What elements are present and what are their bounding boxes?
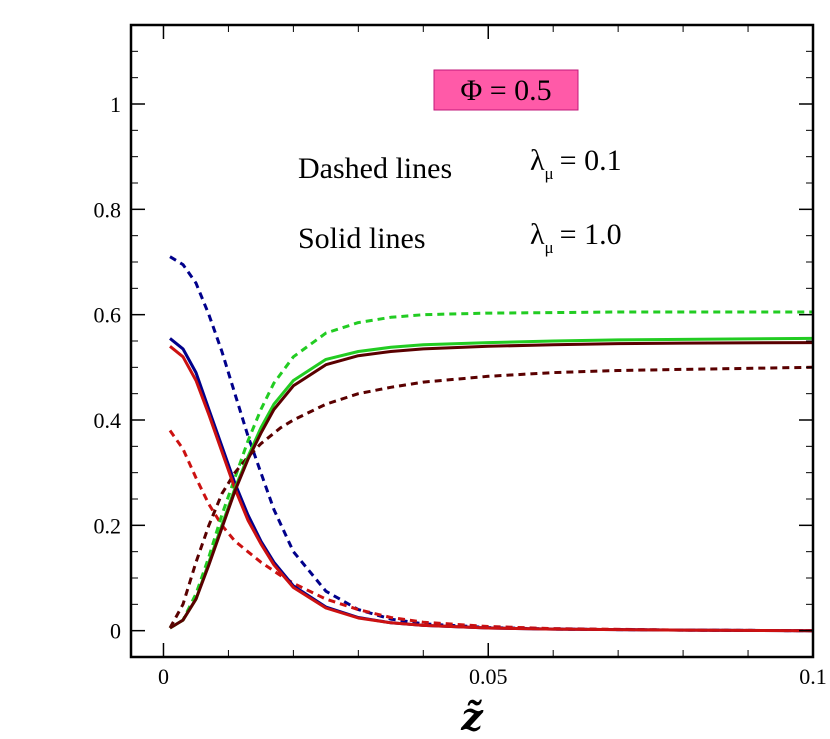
phi-box bbox=[433, 69, 579, 111]
dashed-lambda: λμ = 0.1 bbox=[530, 144, 622, 183]
series-group bbox=[168, 255, 813, 633]
plot-layer bbox=[168, 255, 813, 633]
x-tick-label: 0.05 bbox=[469, 664, 508, 689]
y-tick-label: 0 bbox=[110, 619, 121, 644]
x-axis-label: z̃ bbox=[460, 694, 484, 739]
series-line-5-solid bbox=[169, 337, 813, 633]
solid-lambda: λμ = 1.0 bbox=[530, 218, 622, 257]
ticks-layer: 0 0.2 0.4 0.6 0.8 1 0 0.05 0.1 bbox=[94, 25, 827, 689]
mu-subscript: μ bbox=[545, 238, 554, 257]
y-tick-label: 0.2 bbox=[94, 513, 122, 538]
series-line-7-solid bbox=[169, 336, 813, 630]
lambda-symbol: λ bbox=[530, 144, 545, 177]
solid-lambda-value: = 1.0 bbox=[560, 218, 622, 251]
plot-frame bbox=[129, 23, 815, 659]
y-tick-label: 0.8 bbox=[94, 197, 122, 222]
series-line-6-solid bbox=[169, 345, 813, 633]
phi-label: Φ = 0.5 bbox=[460, 74, 551, 107]
series-line-2-dashed bbox=[168, 429, 813, 633]
y-tick-label: 0.6 bbox=[94, 303, 122, 328]
lambda-symbol: λ bbox=[530, 218, 545, 251]
y-tick-label: 0.4 bbox=[94, 408, 122, 433]
series-line-3-dashed bbox=[169, 310, 813, 630]
mu-subscript: μ bbox=[545, 164, 554, 183]
solid-lines-label: Solid lines bbox=[298, 222, 426, 255]
series-line-4-dashed bbox=[168, 365, 813, 629]
x-tick-label: 0.1 bbox=[799, 664, 827, 689]
x-tick-label: 0 bbox=[158, 664, 169, 689]
series-line-8-solid bbox=[169, 341, 813, 630]
dashed-lambda-value: = 0.1 bbox=[560, 144, 622, 177]
y-tick-label: 1 bbox=[110, 92, 121, 117]
dashed-lines-label: Dashed lines bbox=[298, 152, 452, 185]
